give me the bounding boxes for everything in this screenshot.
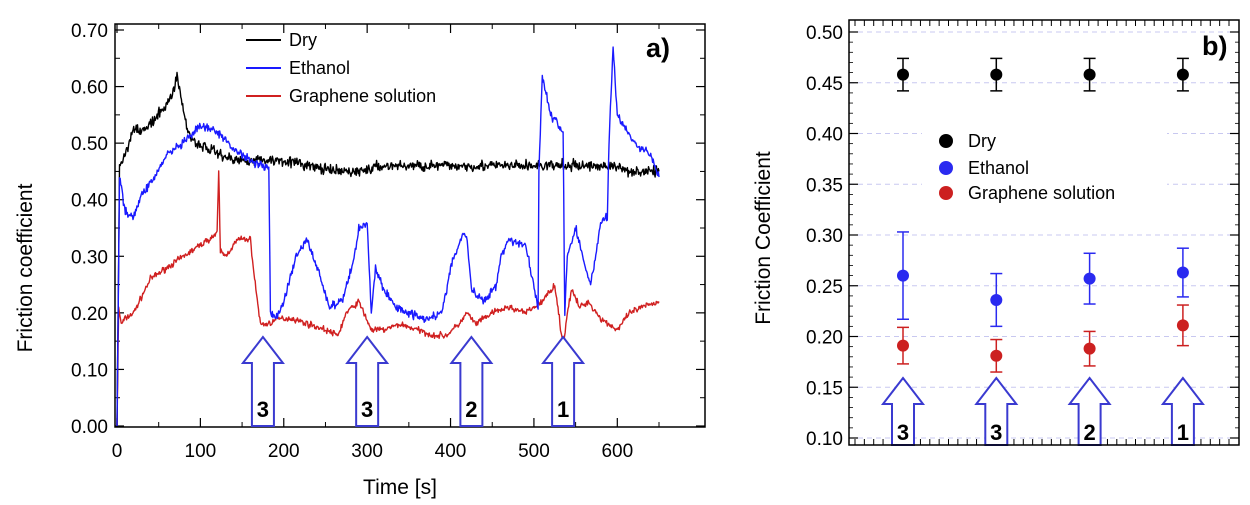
panel-a-axis-ticks: 0.00 0.10 0.20 0.30 0.40 0.50 0.60 0.70 0 100 200 3… <box>71 21 705 462</box>
a-y-tick-label: 0.20 <box>71 304 108 325</box>
legend-label-ethanol: Ethanol <box>289 58 350 78</box>
panel-b-frame <box>848 19 1240 446</box>
data-point-graphene-solution <box>1083 342 1096 355</box>
a-x-tick-label: 600 <box>601 441 633 462</box>
panel-a-ylabel: Friction coefficient <box>14 183 37 352</box>
panel-b-legend-bg <box>922 124 1167 208</box>
panel-b-label: b) <box>1202 31 1227 61</box>
arrow-number: 1 <box>1177 420 1189 445</box>
data-point-ethanol <box>990 293 1003 306</box>
a-y-tick-label: 0.60 <box>71 78 108 99</box>
panel-b-points <box>897 57 1189 373</box>
a-y-tick-label: 0.70 <box>71 21 108 42</box>
data-point-dry <box>1176 68 1189 81</box>
arrow-number: 3 <box>897 420 909 445</box>
series-line-ethanol <box>116 46 660 427</box>
a-x-tick-label: 300 <box>351 441 383 462</box>
a-x-tick-label: 500 <box>518 441 550 462</box>
arrow-number: 3 <box>990 420 1002 445</box>
panel-b-ylabel: Friction Coefficient <box>752 151 775 325</box>
panel-a-arrows: 3 3 2 1 <box>240 335 586 427</box>
panel-b-grid <box>849 31 1239 439</box>
panel-a-series <box>116 46 660 427</box>
legend-marker-dry <box>939 134 953 148</box>
b-y-tick-label: 0.20 <box>806 328 843 349</box>
arrow-number: 2 <box>465 397 477 422</box>
legend-b-label-graphene: Graphene solution <box>968 183 1115 203</box>
b-y-tick-label: 0.30 <box>806 226 843 247</box>
legend-marker-graphene <box>939 186 953 200</box>
a-y-tick-label: 0.00 <box>71 417 108 438</box>
data-point-dry <box>1083 68 1096 81</box>
a-y-tick-label: 0.30 <box>71 247 108 268</box>
arrow-number: 3 <box>361 397 373 422</box>
legend-b-label-ethanol: Ethanol <box>968 158 1029 178</box>
legend-label-dry: Dry <box>289 30 317 50</box>
arrow-number: 1 <box>557 397 569 422</box>
legend-marker-ethanol <box>939 161 953 175</box>
arrow-number: 2 <box>1083 420 1095 445</box>
series-line-dry <box>116 71 660 427</box>
panel-a-frame <box>114 23 706 428</box>
data-point-graphene-solution <box>990 349 1003 362</box>
arrow-marker <box>345 335 390 427</box>
arrow-marker <box>541 335 586 427</box>
a-x-tick-label: 0 <box>112 441 123 462</box>
data-point-dry <box>990 68 1003 81</box>
a-y-tick-label: 0.50 <box>71 134 108 155</box>
b-y-tick-label: 0.50 <box>806 23 843 44</box>
panel-a-legend: Dry Ethanol Graphene solution <box>246 30 436 106</box>
b-y-tick-label: 0.35 <box>806 175 843 196</box>
a-y-tick-label: 0.10 <box>71 360 108 381</box>
panel-a-xlabel: Time [s] <box>363 476 437 499</box>
panel-b-legend: Dry Ethanol Graphene solution <box>922 124 1167 208</box>
a-y-tick-label: 0.40 <box>71 191 108 212</box>
a-x-tick-label: 200 <box>268 441 300 462</box>
a-x-tick-label: 400 <box>435 441 467 462</box>
legend-label-graphene: Graphene solution <box>289 86 436 106</box>
panel-b-arrows: 3 3 2 1 <box>880 376 1205 446</box>
arrow-number: 3 <box>257 397 269 422</box>
a-x-tick-label: 100 <box>185 441 217 462</box>
b-y-tick-label: 0.25 <box>806 277 843 298</box>
data-point-graphene-solution <box>897 339 909 352</box>
series-line-graphene-solution <box>116 170 660 427</box>
panel-a-label: a) <box>646 33 670 63</box>
data-point-graphene-solution <box>1176 319 1189 332</box>
data-point-ethanol <box>1083 272 1096 285</box>
arrow-marker <box>449 335 494 427</box>
data-point-ethanol <box>1176 266 1189 279</box>
legend-b-label-dry: Dry <box>968 131 996 151</box>
data-point-ethanol <box>897 269 909 282</box>
b-y-tick-label: 0.15 <box>806 378 843 399</box>
b-y-tick-label: 0.10 <box>806 429 843 450</box>
data-point-dry <box>897 68 909 81</box>
arrow-marker <box>240 335 285 427</box>
panel-b-scatter-chart: Friction Coefficient 0.10 0.15 0.20 0.25 0.3… <box>752 19 1240 450</box>
b-y-tick-label: 0.40 <box>806 125 843 146</box>
b-y-tick-label: 0.45 <box>806 74 843 95</box>
panel-a-line-chart: Friction coefficient Time [s] 0.000.100.… <box>14 21 706 499</box>
